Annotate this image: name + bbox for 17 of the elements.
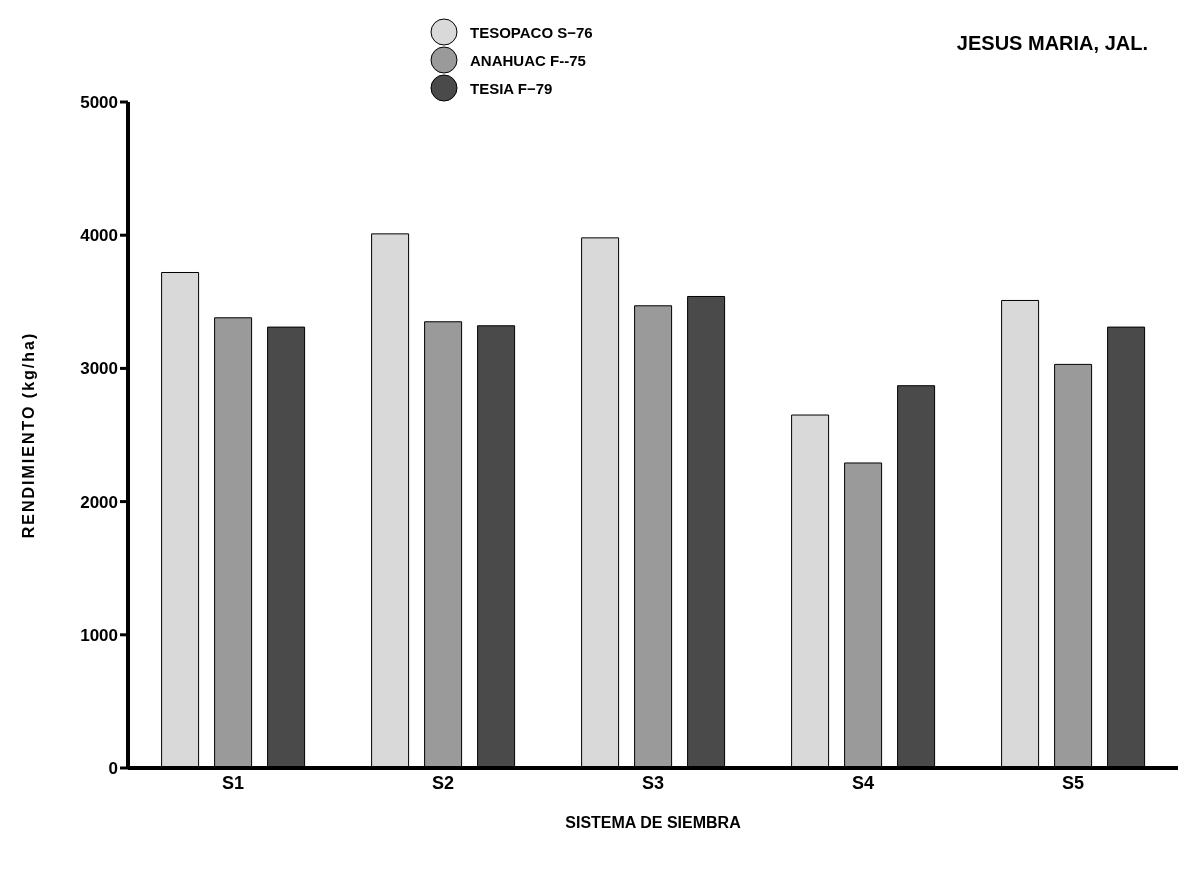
x-tick-label: S3 (641, 772, 665, 793)
y-axis-title: RENDIMIENTO (kg/ha) (19, 331, 37, 539)
y-tick-label: 5000 (80, 93, 118, 113)
x-tick-label: S2 (431, 772, 455, 793)
x-axis-title: SISTEMA DE SIEMBRA (565, 814, 742, 831)
x-tick-label: S1 (221, 772, 245, 793)
y-tick-label: 4000 (80, 226, 118, 246)
legend-label: ANAHUAC F--75 (470, 51, 586, 69)
y-tick-label: 0 (108, 759, 118, 779)
legend-label: TESIA F−79 (470, 79, 553, 97)
y-tick-label: 2000 (80, 492, 118, 512)
legend-label: TESOPACO S−76 (470, 23, 593, 41)
y-tick-label: 3000 (80, 359, 118, 379)
chart-title: JESUS MARIA, JAL. (956, 32, 1148, 55)
y-tick-label: 1000 (80, 625, 118, 645)
x-tick-label: S5 (1061, 772, 1085, 793)
x-tick-label: S4 (851, 772, 875, 793)
